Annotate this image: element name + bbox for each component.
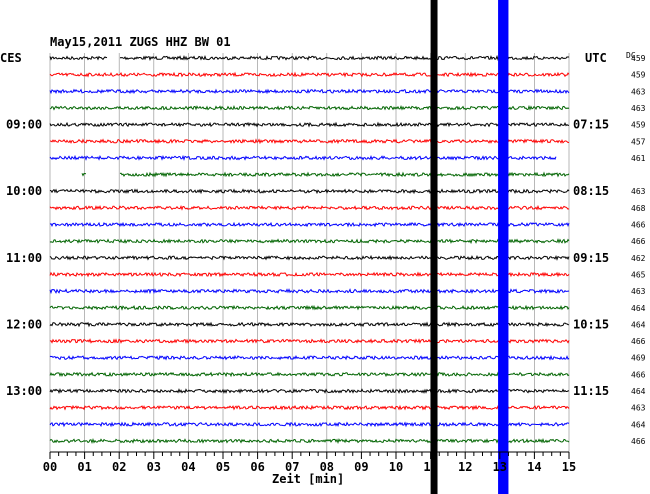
trace-line (49, 71, 570, 78)
dc-value: 459 (631, 121, 646, 130)
dc-value: 463 (631, 104, 646, 113)
dc-header: DC (626, 51, 636, 60)
grid-lines (49, 53, 570, 452)
trace-line (49, 188, 570, 195)
x-tick-label: 06 (250, 460, 264, 474)
right-time-label: 11:15 (573, 384, 609, 398)
trace-line (49, 88, 570, 95)
trace-line (49, 421, 570, 428)
trace-line (81, 171, 570, 178)
trace-line (49, 288, 570, 295)
dc-value: 464 (631, 387, 646, 396)
trace-line (49, 138, 570, 145)
left-timezone-label: CES (0, 51, 22, 65)
dc-value: 457 (631, 137, 646, 146)
event-bands (430, 0, 509, 494)
dc-value: 465 (631, 270, 646, 279)
x-tick-label: 14 (527, 460, 541, 474)
dc-value: 463 (631, 187, 646, 196)
right-time-label: 09:15 (573, 251, 609, 265)
x-tick-label: 09 (354, 460, 368, 474)
trace-line (49, 204, 570, 211)
x-tick-label: 13 (493, 460, 507, 474)
trace-line (49, 221, 570, 228)
x-tick-label: 02 (112, 460, 126, 474)
event-band (430, 0, 438, 494)
trace-line (49, 254, 570, 261)
trace-line (49, 54, 570, 62)
x-tick-label: 08 (320, 460, 334, 474)
trace-line (49, 338, 570, 344)
x-tick-label: 00 (43, 460, 57, 474)
x-tick-label: 01 (77, 460, 91, 474)
x-tick-label: 11 (423, 460, 437, 474)
x-tick-label: 10 (389, 460, 403, 474)
x-axis: 00 01 02 03 04 05 06 07 08 09 10 11 12 13 14 15 (43, 451, 576, 474)
dc-value: 463 (631, 87, 646, 96)
trace-line (49, 354, 570, 361)
dc-value: 464 (631, 320, 646, 329)
trace-line (49, 271, 570, 278)
right-timezone-label: UTC (585, 51, 607, 65)
time-labels: 09:00 10:00 11:00 12:00 13:00 07:15 08:15 09:15… (6, 54, 646, 446)
x-tick-label: 03 (147, 460, 161, 474)
x-tick-label: 05 (216, 460, 230, 474)
trace-line (49, 321, 570, 328)
dc-value: 464 (631, 304, 646, 313)
dc-value: 469 (631, 354, 646, 363)
dc-value: 461 (631, 154, 646, 163)
dc-value: 466 (631, 437, 646, 446)
left-hour-label: 13:00 (6, 384, 42, 398)
trace-line (49, 304, 570, 311)
left-hour-label: 10:00 (6, 184, 42, 198)
trace-line (49, 437, 570, 445)
right-time-label: 08:15 (573, 184, 609, 198)
dc-value: 466 (631, 237, 646, 246)
x-tick-label: 04 (181, 460, 195, 474)
dc-value: 466 (631, 337, 646, 346)
x-tick-label: 15 (562, 460, 576, 474)
right-time-label: 10:15 (573, 317, 609, 331)
dc-value: 463 (631, 287, 646, 296)
plot-title: May15,2011 ZUGS HHZ BW 01 (50, 35, 231, 49)
dc-value: 462 (631, 254, 646, 263)
x-tick-label: 12 (458, 460, 472, 474)
trace-line (49, 404, 570, 411)
left-hour-label: 11:00 (6, 251, 42, 265)
left-hour-label: 09:00 (6, 118, 42, 132)
dc-value: 468 (631, 204, 646, 213)
dc-value: 459 (631, 54, 646, 63)
dc-value: 466 (631, 221, 646, 230)
right-time-label: 07:15 (573, 118, 609, 132)
trace-line (49, 121, 570, 128)
dc-value: 464 (631, 420, 646, 429)
dc-value: 459 (631, 71, 646, 80)
trace-line (49, 371, 570, 378)
trace-line (49, 104, 570, 111)
event-band (498, 0, 509, 494)
left-hour-label: 12:00 (6, 317, 42, 331)
trace-line (49, 387, 570, 395)
dc-value: 463 (631, 404, 646, 413)
trace-line (50, 156, 569, 159)
trace-group (49, 54, 570, 445)
trace-line (49, 238, 570, 245)
x-axis-label: Zeit [min] (272, 472, 344, 486)
x-tick-label: 07 (285, 460, 299, 474)
dc-value: 466 (631, 370, 646, 379)
